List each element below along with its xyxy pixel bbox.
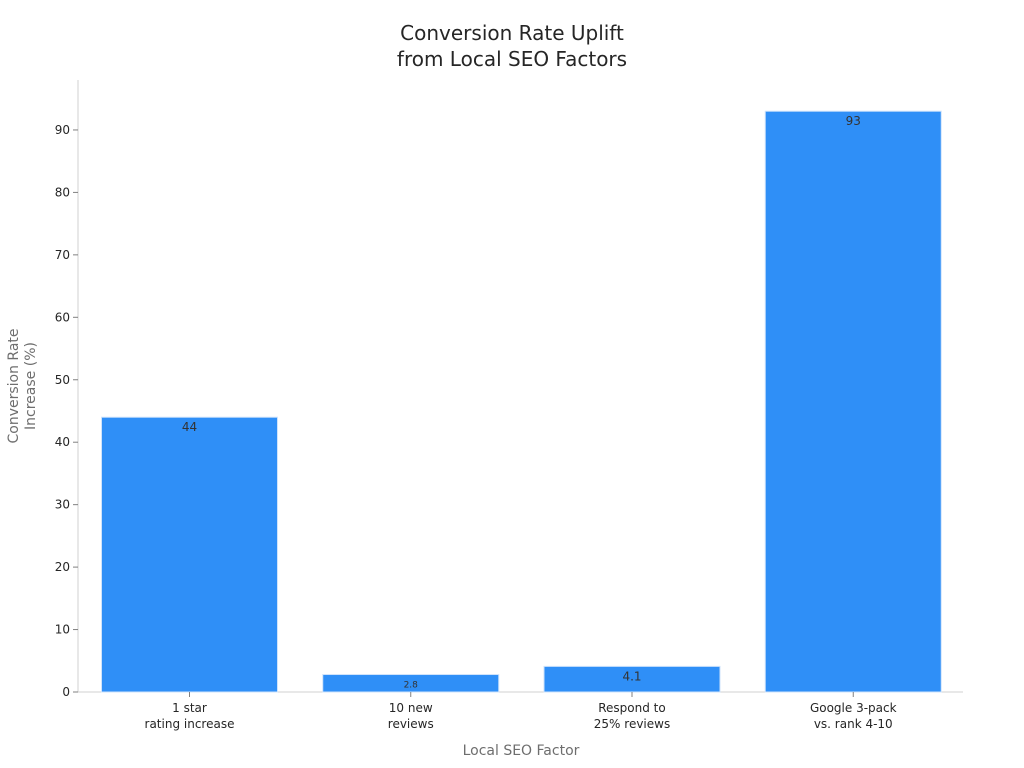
- bar-1: [101, 416, 278, 693]
- y-axis-title-line-1: Conversion Rate: [6, 328, 22, 443]
- y-tick-label: 50: [55, 373, 70, 387]
- x-tick-label-line: 1 star: [172, 701, 207, 715]
- y-tick-label: 10: [55, 623, 70, 637]
- x-axis-title-text: Local SEO Factor: [463, 743, 580, 759]
- bar-value-label-4: 93: [846, 114, 861, 128]
- y-axis-title-line-2: Increase (%): [23, 342, 39, 430]
- x-axis-title: Local SEO Factor: [463, 743, 580, 759]
- x-tick-label-line: rating increase: [145, 717, 235, 731]
- bar-4: [764, 110, 942, 693]
- y-axis-title-text: Conversion RateIncrease (%): [6, 328, 39, 443]
- y-tick-label: 40: [55, 435, 70, 449]
- bar-value-label-2: 2.8: [404, 681, 419, 691]
- y-tick-label: 70: [55, 248, 70, 262]
- bar-value-label-1: 44: [182, 420, 197, 434]
- y-tick-label: 20: [55, 560, 70, 574]
- x-axis-ticks: 1 star rating increase 10 new reviews Respon…: [145, 692, 897, 731]
- x-tick-label-line: 25% reviews: [594, 717, 670, 731]
- bars: 44 2.8 4.1 93: [101, 110, 942, 693]
- x-tick-label-line: Google 3-pack: [810, 701, 897, 715]
- y-axis-title: Conversion RateIncrease (%): [6, 328, 39, 443]
- bar-3: [543, 665, 721, 693]
- y-tick-label: 80: [55, 185, 70, 199]
- y-tick-label: 60: [55, 310, 70, 324]
- bar-value-label-3: 4.1: [622, 669, 641, 683]
- x-tick-label-line: 10 new: [389, 701, 433, 715]
- x-tick-label-line: Respond to: [598, 701, 665, 715]
- x-tick-label-line: reviews: [388, 717, 434, 731]
- x-tick-label-1: 1 star rating increase: [145, 701, 235, 731]
- x-tick-label-2: 10 new reviews: [388, 701, 434, 731]
- x-tick-label-4: Google 3-pack vs. rank 4-10: [810, 701, 897, 731]
- y-tick-label: 90: [55, 123, 70, 137]
- x-tick-label-line: vs. rank 4-10: [814, 717, 893, 731]
- y-tick-label: 0: [62, 685, 70, 699]
- y-tick-label: 30: [55, 498, 70, 512]
- y-axis-ticks: 0 10 20 30 40 50 60 70 80 90: [55, 123, 78, 699]
- chart-title-line-2: from Local SEO Factors: [397, 47, 627, 71]
- chart-title-line-1: Conversion Rate Uplift: [400, 21, 624, 45]
- x-tick-label-3: Respond to 25% reviews: [594, 701, 670, 731]
